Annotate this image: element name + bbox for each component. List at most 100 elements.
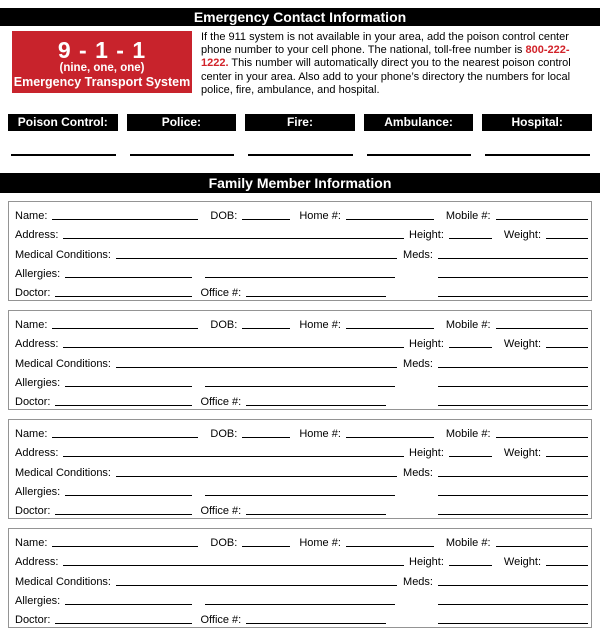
member-row-address: Address: Height: Weight: — [15, 441, 588, 460]
height-blank-line — [448, 565, 492, 567]
allergies-label: Allergies: — [15, 376, 61, 389]
member-row-name: Name: DOB: Home #: Mobile #: — [15, 204, 588, 223]
mobile-phone-blank-line — [495, 437, 588, 439]
meds-label: Meds: — [403, 466, 433, 479]
mobile-phone-label: Mobile #: — [445, 537, 491, 550]
emergency-contacts-row: Poison Control: Police: Fire: Ambulance:… — [8, 114, 592, 157]
emergency-transport-subtitle: Emergency Transport System — [13, 75, 191, 89]
member-row-name: Name: DOB: Home #: Mobile #: — [15, 531, 588, 550]
member-row-medical: Medical Conditions: Meds: — [15, 242, 588, 261]
dob-blank-line — [242, 437, 291, 439]
contact-hospital: Hospital: — [482, 114, 592, 157]
medical-conditions-blank-line — [116, 584, 398, 586]
allergies-label: Allergies: — [15, 267, 61, 280]
name-label: Name: — [15, 537, 48, 550]
height-blank-line — [448, 347, 492, 349]
home-phone-blank-line — [345, 546, 434, 548]
poison-control-blank-line — [11, 154, 116, 157]
police-blank-line — [129, 154, 235, 157]
address-blank-line — [63, 347, 405, 349]
name-blank-line — [52, 546, 199, 548]
mobile-phone-label: Mobile #: — [445, 428, 491, 441]
member-row-doctor: Doctor: Office #: — [15, 608, 588, 627]
mobile-phone-blank-line — [495, 328, 588, 330]
name-blank-line — [52, 219, 199, 221]
meds-blank-line-3 — [438, 513, 588, 515]
doctor-blank-line — [55, 404, 193, 406]
paragraph-text-before: If the 911 system is not available in yo… — [201, 31, 569, 57]
height-label: Height: — [409, 229, 444, 242]
height-label: Height: — [409, 447, 444, 460]
meds-blank-line-2 — [438, 276, 588, 278]
meds-label: Meds: — [403, 357, 433, 370]
member-row-address: Address: Height: Weight: — [15, 223, 588, 242]
medical-conditions-blank-line — [116, 475, 398, 477]
office-phone-label: Office #: — [200, 613, 242, 626]
height-label: Height: — [409, 338, 444, 351]
hospital-label-box: Hospital: — [482, 114, 592, 132]
member-row-doctor: Doctor: Office #: — [15, 281, 588, 300]
weight-label: Weight: — [503, 556, 541, 569]
home-phone-label: Home #: — [299, 428, 341, 441]
member-row-allergies: Allergies: — [15, 371, 588, 390]
medical-conditions-label: Medical Conditions: — [15, 575, 111, 588]
medical-conditions-label: Medical Conditions: — [15, 357, 111, 370]
home-phone-blank-line — [345, 219, 434, 221]
name-label: Name: — [15, 319, 48, 332]
family-member-block: Name: DOB: Home #: Mobile #: Address: He… — [8, 419, 592, 520]
family-member-header-bar: Family Member Information — [0, 173, 600, 194]
meds-blank-line — [438, 257, 588, 259]
weight-label: Weight: — [503, 229, 541, 242]
dob-label: DOB: — [210, 319, 238, 332]
contact-fire: Fire: — [245, 114, 355, 157]
height-blank-line — [448, 456, 492, 458]
weight-label: Weight: — [503, 338, 541, 351]
family-member-block: Name: DOB: Home #: Mobile #: Address: He… — [8, 528, 592, 629]
address-blank-line — [63, 238, 405, 240]
mobile-phone-blank-line — [495, 546, 588, 548]
address-label: Address: — [15, 447, 59, 460]
address-label: Address: — [15, 229, 59, 242]
medical-conditions-blank-line — [116, 257, 398, 259]
address-blank-line — [63, 456, 405, 458]
doctor-blank-line — [55, 295, 193, 297]
doctor-label: Doctor: — [15, 613, 51, 626]
meds-blank-line-2 — [438, 385, 588, 387]
height-blank-line — [448, 238, 492, 240]
home-phone-blank-line — [345, 437, 434, 439]
mobile-phone-label: Mobile #: — [445, 210, 491, 223]
office-phone-blank-line — [246, 295, 387, 297]
emergency-contact-header-bar: Emergency Contact Information — [0, 8, 600, 26]
office-phone-label: Office #: — [200, 395, 242, 408]
dob-blank-line — [242, 219, 291, 221]
meds-blank-line-3 — [438, 622, 588, 624]
meds-blank-line-3 — [438, 404, 588, 406]
doctor-blank-line — [55, 622, 193, 624]
contact-police: Police: — [126, 114, 237, 157]
mobile-phone-blank-line — [495, 219, 588, 221]
height-label: Height: — [409, 556, 444, 569]
fire-blank-line — [248, 154, 353, 157]
weight-label: Weight: — [503, 447, 541, 460]
dob-label: DOB: — [210, 428, 238, 441]
allergies-blank-line — [65, 385, 193, 387]
info-section: 9 - 1 - 1 (nine, one, one) Emergency Tra… — [8, 31, 592, 97]
dob-label: DOB: — [210, 210, 238, 223]
office-phone-label: Office #: — [200, 286, 242, 299]
member-row-name: Name: DOB: Home #: Mobile #: — [15, 422, 588, 441]
home-phone-blank-line — [345, 328, 434, 330]
name-label: Name: — [15, 210, 48, 223]
member-row-medical: Medical Conditions: Meds: — [15, 460, 588, 479]
hospital-blank-line — [485, 154, 590, 157]
name-blank-line — [52, 437, 199, 439]
contact-poison-control: Poison Control: — [8, 114, 118, 157]
member-row-name: Name: DOB: Home #: Mobile #: — [15, 313, 588, 332]
address-label: Address: — [15, 338, 59, 351]
meds-blank-line — [438, 366, 588, 368]
weight-blank-line — [546, 347, 588, 349]
allergies-blank-line — [65, 603, 193, 605]
member-row-medical: Medical Conditions: Meds: — [15, 351, 588, 370]
meds-blank-line-2 — [438, 494, 588, 496]
weight-blank-line — [546, 238, 588, 240]
meds-label: Meds: — [403, 248, 433, 261]
